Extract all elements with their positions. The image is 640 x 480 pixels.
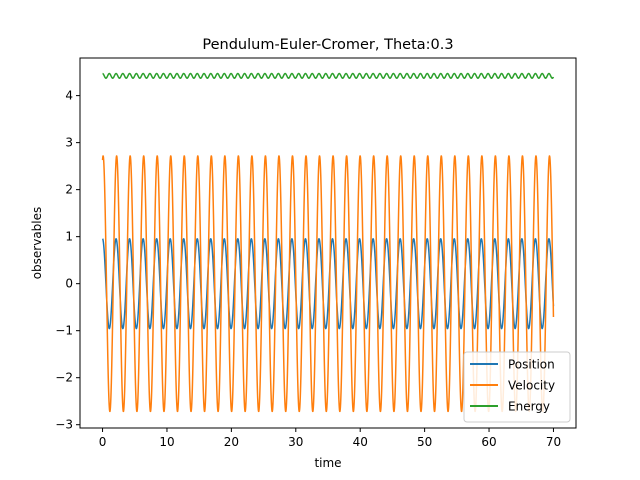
x-tick-label: 0 xyxy=(99,435,107,449)
x-tick-label: 40 xyxy=(353,435,368,449)
legend-items: Position Velocity Energy xyxy=(470,358,555,414)
legend: Position Velocity Energy xyxy=(463,351,571,423)
x-tick-label: 20 xyxy=(224,435,239,449)
series-line-velocity xyxy=(101,155,555,413)
legend-box xyxy=(463,351,571,423)
x-tick-label: 60 xyxy=(481,435,496,449)
y-axis-label: observables xyxy=(30,207,44,280)
y-tick-label: 0 xyxy=(65,277,73,291)
y-tick-label: 1 xyxy=(65,230,73,244)
chart-title: Pendulum-Euler-Cromer, Theta:0.3 xyxy=(202,37,453,53)
x-tick-label: 10 xyxy=(159,435,174,449)
legend-label-energy: Energy xyxy=(508,400,550,414)
x-tick-label: 30 xyxy=(288,435,303,449)
y-tick-label: 3 xyxy=(65,136,73,150)
legend-label-velocity: Velocity xyxy=(508,379,555,393)
plot-frame xyxy=(79,57,577,429)
y-tick-label: 4 xyxy=(65,89,73,103)
series-line-energy xyxy=(102,72,555,79)
y-tick-label: 2 xyxy=(65,183,73,197)
x-tick-label: 50 xyxy=(417,435,432,449)
x-axis-ticks: 0 10 20 30 40 50 60 70 xyxy=(99,428,561,449)
legend-label-position: Position xyxy=(508,358,555,372)
y-tick-label: −3 xyxy=(55,418,73,432)
x-tick-label: 70 xyxy=(546,435,561,449)
x-axis-label: time xyxy=(314,456,341,470)
y-tick-label: −1 xyxy=(55,324,73,338)
series-layer xyxy=(101,72,555,413)
y-tick-label: −2 xyxy=(55,371,73,385)
y-axis-ticks: −3 −2 −1 0 1 2 3 4 xyxy=(55,89,80,432)
